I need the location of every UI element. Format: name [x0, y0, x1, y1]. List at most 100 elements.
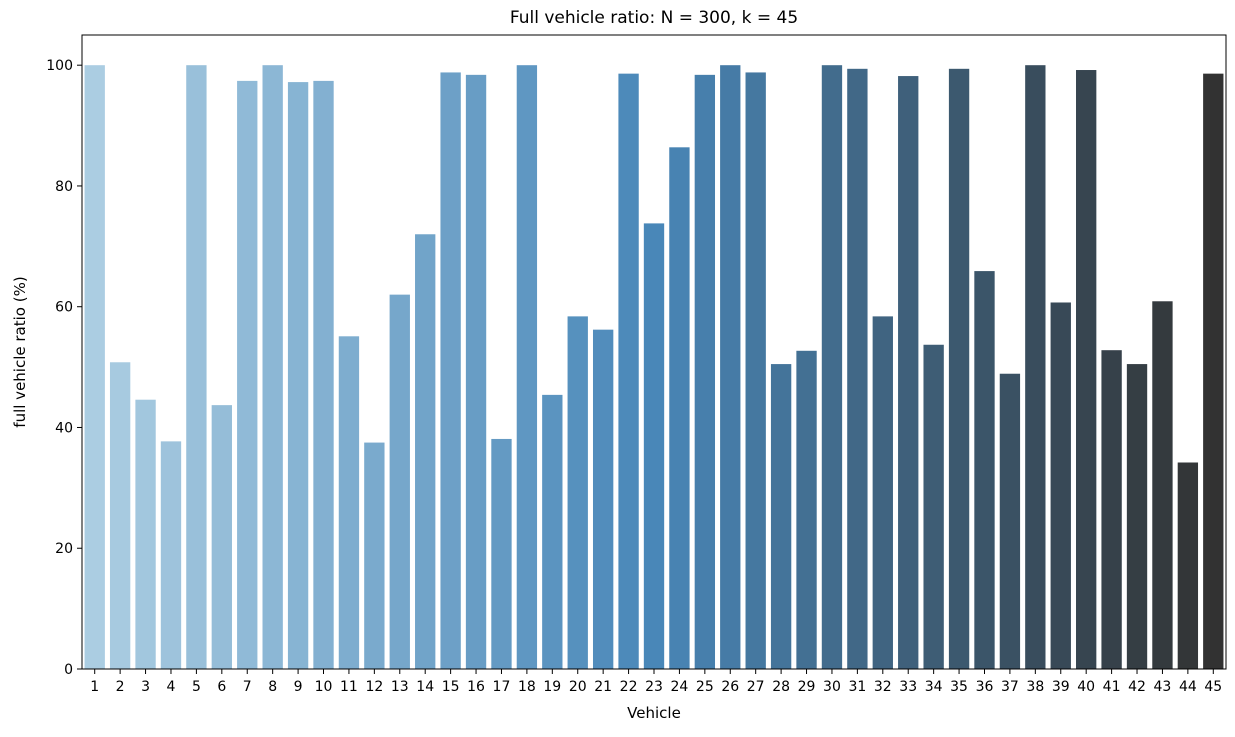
bar-vehicle-6 [211, 405, 232, 669]
bar-vehicle-29 [796, 350, 817, 669]
bar-vehicle-10 [313, 80, 334, 669]
x-tick-label: 35 [950, 679, 968, 695]
bar-vehicle-14 [415, 234, 436, 669]
x-axis-label: Vehicle [627, 704, 681, 722]
bar-vehicle-43 [1152, 301, 1173, 669]
x-tick-label: 17 [493, 679, 511, 695]
bar-vehicle-42 [1126, 364, 1148, 669]
x-tick-label: 32 [874, 679, 892, 695]
x-axis: 1 2 3 4 5 6 7 8 9 10 11 12 13 14 15 16 17 18 19 20 21 22 23 24 2… [90, 669, 1222, 695]
bar-vehicle-2 [109, 362, 131, 669]
x-tick-label: 44 [1179, 679, 1197, 695]
x-tick-label: 3 [141, 679, 150, 695]
x-tick-label: 39 [1052, 679, 1070, 695]
bar-vehicle-40 [1076, 70, 1097, 670]
x-tick-label: 23 [645, 679, 663, 695]
bar-vehicle-12 [364, 442, 385, 669]
bar-vehicle-44 [1177, 462, 1199, 669]
x-tick-label: 8 [268, 679, 277, 695]
x-tick-label: 11 [340, 679, 358, 695]
x-tick-label: 16 [467, 679, 485, 695]
x-tick-label: 4 [167, 679, 176, 695]
x-tick-label: 41 [1103, 679, 1121, 695]
bar-vehicle-36 [974, 271, 995, 669]
bar-vehicle-20 [567, 316, 588, 669]
y-tick-label: 0 [64, 662, 73, 678]
bar-vehicle-21 [592, 329, 614, 669]
x-tick-label: 28 [772, 679, 790, 695]
y-tick-label: 80 [55, 179, 73, 195]
bar-vehicle-35 [948, 68, 970, 669]
bar-vehicle-8 [262, 65, 283, 669]
bar-vehicle-13 [389, 294, 410, 669]
x-tick-label: 5 [192, 679, 201, 695]
x-tick-label: 45 [1204, 679, 1222, 695]
x-tick-label: 19 [543, 679, 561, 695]
x-tick-label: 10 [315, 679, 333, 695]
chart-title: Full vehicle ratio: N = 300, k = 45 [510, 8, 798, 28]
bar-vehicle-18 [516, 65, 538, 669]
x-tick-label: 21 [594, 679, 612, 695]
bar-vehicle-16 [465, 74, 487, 669]
x-tick-label: 43 [1154, 679, 1172, 695]
x-tick-label: 26 [721, 679, 739, 695]
x-tick-label: 36 [976, 679, 994, 695]
bar-vehicle-22 [618, 73, 639, 670]
y-tick-label: 40 [55, 420, 73, 436]
y-axis: 0 20 40 60 80 100 [46, 58, 82, 678]
x-tick-label: 14 [416, 679, 434, 695]
bar-vehicle-3 [135, 399, 156, 669]
x-tick-label: 15 [442, 679, 460, 695]
y-axis-label: full vehicle ratio (%) [11, 276, 29, 427]
bar-vehicle-7 [237, 80, 258, 669]
bar-vehicle-17 [491, 438, 512, 669]
x-tick-label: 18 [518, 679, 536, 695]
x-tick-label: 24 [671, 679, 689, 695]
bar-vehicle-33 [898, 76, 919, 670]
x-tick-label: 38 [1026, 679, 1044, 695]
x-tick-label: 13 [391, 679, 409, 695]
bar-vehicle-1 [84, 65, 105, 669]
x-tick-label: 7 [243, 679, 252, 695]
x-tick-label: 27 [747, 679, 765, 695]
bar-vehicle-26 [720, 65, 741, 669]
bar-vehicle-9 [287, 82, 309, 669]
x-tick-label: 6 [217, 679, 226, 695]
y-tick-label: 60 [55, 300, 73, 316]
bar-vehicle-38 [1025, 65, 1046, 669]
x-tick-label: 40 [1077, 679, 1095, 695]
bar-vehicle-23 [643, 223, 665, 670]
x-tick-label: 34 [925, 679, 943, 695]
bars-group [84, 65, 1224, 670]
bar-vehicle-27 [745, 72, 766, 670]
x-tick-label: 25 [696, 679, 714, 695]
bar-vehicle-34 [923, 344, 944, 669]
x-tick-label: 2 [116, 679, 125, 695]
bar-vehicle-30 [821, 65, 843, 669]
x-tick-label: 22 [620, 679, 638, 695]
bar-vehicle-31 [847, 68, 868, 669]
bar-vehicle-39 [1050, 302, 1071, 669]
y-tick-label: 20 [55, 541, 73, 557]
x-tick-label: 42 [1128, 679, 1146, 695]
x-tick-label: 29 [798, 679, 816, 695]
x-tick-label: 12 [365, 679, 383, 695]
x-tick-label: 9 [294, 679, 303, 695]
bar-vehicle-19 [542, 394, 563, 669]
bar-vehicle-41 [1101, 350, 1122, 669]
bar-vehicle-32 [872, 316, 893, 669]
bar-vehicle-45 [1203, 73, 1224, 670]
bar-vehicle-11 [338, 336, 360, 669]
bar-vehicle-25 [694, 74, 716, 669]
bar-vehicle-24 [669, 147, 690, 669]
x-tick-label: 33 [899, 679, 917, 695]
x-tick-label: 30 [823, 679, 841, 695]
x-tick-label: 1 [90, 679, 99, 695]
bar-vehicle-4 [160, 441, 182, 669]
bar-vehicle-15 [440, 72, 461, 670]
bar-vehicle-28 [770, 364, 792, 669]
y-tick-label: 100 [46, 58, 73, 74]
x-tick-label: 31 [848, 679, 866, 695]
